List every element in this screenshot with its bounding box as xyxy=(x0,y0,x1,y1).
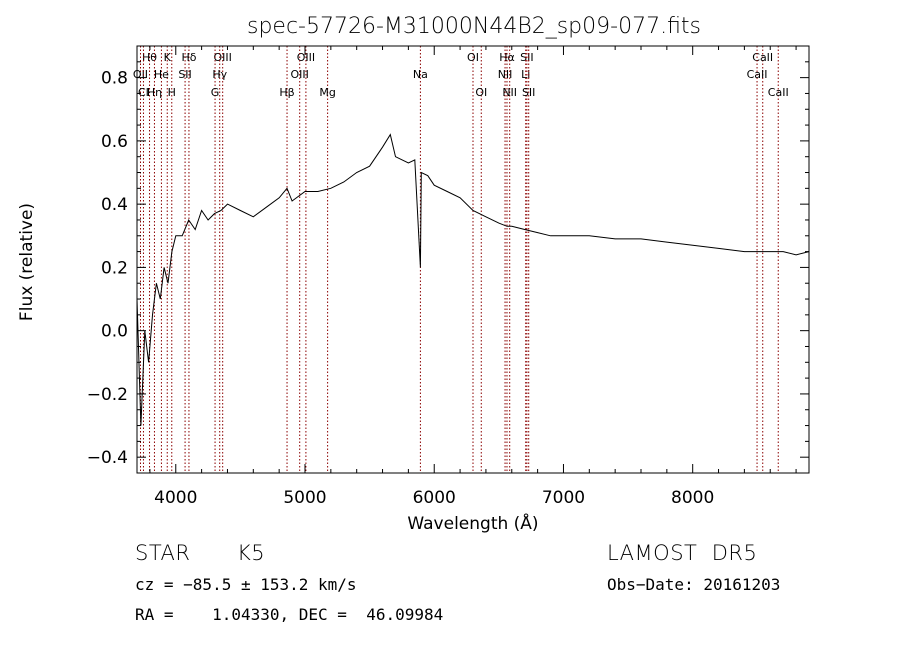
x-tick-label: 8000 xyxy=(671,488,714,508)
x-tick-label: 4000 xyxy=(154,488,197,508)
marker-label: Hθ xyxy=(142,51,157,64)
y-axis: −0.4 −0.2 0.0 0.2 0.4 0.6 0.8 xyxy=(87,45,809,474)
x-axis: 4000 5000 6000 7000 8000 xyxy=(149,46,797,508)
marker-label: CaII xyxy=(752,51,773,64)
marker-label: Mg xyxy=(319,86,335,99)
marker-label: CI xyxy=(138,86,149,99)
y-tick-label: −0.2 xyxy=(87,385,128,405)
marker-label: Hη xyxy=(147,86,162,99)
cz-value: cz = −85.5 ± 153.2 km/s xyxy=(135,575,357,594)
marker-label: OI xyxy=(467,51,479,64)
marker-label: SII xyxy=(178,68,191,81)
y-tick-label: −0.4 xyxy=(87,448,128,468)
marker-label: OI xyxy=(475,86,487,99)
marker-label: OIII xyxy=(291,68,309,81)
marker-label: OIII xyxy=(213,51,231,64)
marker-label: SII xyxy=(522,86,535,99)
chart-title: spec-57726-M31000N44B2_sp09-077.fits xyxy=(247,14,701,39)
marker-label: Hα xyxy=(499,51,515,64)
y-axis-label: Flux (relative) xyxy=(17,203,37,321)
marker-label: H xyxy=(168,86,176,99)
marker-label: He xyxy=(154,68,169,81)
marker-label: NII xyxy=(498,68,513,81)
spectrum-line xyxy=(136,133,810,426)
y-tick-label: 0.2 xyxy=(101,258,128,278)
marker-label: CaII xyxy=(747,68,768,81)
marker-label: CaII xyxy=(768,86,789,99)
object-class: STAR xyxy=(135,541,191,565)
x-axis-label: Wavelength (Å) xyxy=(407,512,538,534)
marker-label: G xyxy=(211,86,220,99)
subclass: K5 xyxy=(237,541,266,565)
x-tick-label: 5000 xyxy=(283,488,326,508)
survey-label: LAMOST DR5 xyxy=(607,541,758,565)
y-tick-label: 0.6 xyxy=(101,132,128,152)
x-tick-label: 6000 xyxy=(413,488,456,508)
marker-label: OIII xyxy=(297,51,315,64)
marker-label: Hβ xyxy=(279,86,294,99)
spectrum-series xyxy=(136,133,810,426)
marker-label: Na xyxy=(413,68,428,81)
marker-label: NII xyxy=(502,86,517,99)
marker-label: OII xyxy=(133,68,148,81)
y-tick-label: 0.0 xyxy=(101,322,128,342)
marker-label: Hδ xyxy=(181,51,196,64)
y-tick-label: 0.4 xyxy=(101,195,128,215)
y-tick-label: 0.8 xyxy=(101,69,128,89)
marker-label: Hγ xyxy=(212,68,227,81)
marker-label: K xyxy=(164,51,172,64)
marker-label: Li xyxy=(521,68,530,81)
obs-date: Obs−Date: 20161203 xyxy=(607,575,781,594)
line-markers: Hθ K Hδ OIII OIII OI Hα SII CaII OII He SII Hγ OIII Na… xyxy=(133,46,789,473)
marker-label: SII xyxy=(520,51,533,64)
x-tick-label: 7000 xyxy=(542,488,585,508)
plot-frame xyxy=(136,45,810,474)
coordinates: RA = 1.04330, DEC = 46.09984 xyxy=(135,605,444,624)
